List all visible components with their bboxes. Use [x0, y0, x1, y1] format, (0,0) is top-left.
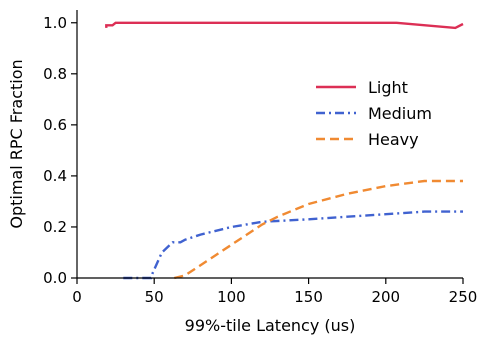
y-tick-label: 0.0	[43, 269, 67, 287]
x-axis-label: 99%-tile Latency (us)	[185, 316, 356, 335]
series-line-light	[105, 21, 464, 30]
series-line-heavy	[174, 179, 463, 280]
x-tick-label: 100	[217, 288, 246, 306]
legend: Light Medium Heavy	[316, 78, 432, 149]
series-line-medium	[123, 210, 463, 280]
plot-area	[105, 21, 464, 280]
y-tick-label: 0.8	[43, 65, 67, 83]
y-axis-label: Optimal RPC Fraction	[7, 59, 26, 228]
y-tick-label: 0.4	[43, 167, 67, 185]
legend-label-heavy: Heavy	[368, 130, 419, 149]
axes	[76, 10, 463, 279]
y-tick-label: 1.0	[43, 14, 67, 32]
legend-label-medium: Medium	[368, 104, 432, 123]
y-ticks: 0.0 0.2 0.4 0.6 0.8 1.0	[43, 14, 77, 287]
legend-label-light: Light	[368, 78, 408, 97]
x-tick-label: 150	[294, 288, 323, 306]
y-tick-label: 0.6	[43, 116, 67, 134]
x-tick-label: 200	[371, 288, 400, 306]
x-tick-label: 250	[449, 288, 478, 306]
y-tick-label: 0.2	[43, 218, 67, 236]
x-tick-label: 0	[72, 288, 82, 306]
x-tick-label: 50	[145, 288, 164, 306]
x-ticks: 0 50 100 150 200 250	[72, 278, 477, 306]
